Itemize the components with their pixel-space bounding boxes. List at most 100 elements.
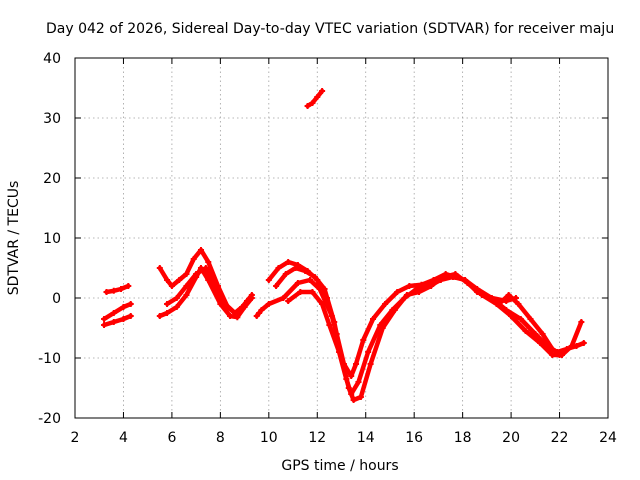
data-point <box>367 361 374 367</box>
data-point <box>273 283 280 289</box>
x-tick-label: 4 <box>119 430 128 446</box>
y-tick-label: 20 <box>43 171 61 187</box>
x-tick-label: 2 <box>71 430 80 446</box>
data-point <box>156 265 163 271</box>
ticks <box>74 57 609 419</box>
x-axis-label: GPS time / hours <box>281 458 398 474</box>
series-track-l <box>305 88 325 109</box>
data-point <box>244 298 251 304</box>
data-point <box>314 94 321 100</box>
data-point <box>164 310 171 316</box>
data-point <box>190 256 197 262</box>
data-point <box>539 331 546 337</box>
data-point <box>307 277 314 283</box>
data-point <box>406 283 413 289</box>
data-point <box>173 304 180 310</box>
chart-title: Day 042 of 2026, Sidereal Day-to-day VTE… <box>46 21 614 37</box>
data-point <box>449 274 456 280</box>
data-point <box>369 316 376 322</box>
data-point <box>275 265 282 271</box>
data-point <box>389 307 396 313</box>
data-point <box>120 316 127 322</box>
data-point <box>343 376 350 382</box>
data-point <box>462 277 469 283</box>
data-point <box>556 352 563 358</box>
data-point <box>331 319 338 325</box>
data-point <box>348 373 355 379</box>
data-point <box>578 319 585 325</box>
series-track-e <box>157 247 255 316</box>
data-point <box>258 307 265 313</box>
data-point <box>110 287 117 294</box>
data-point <box>357 394 364 400</box>
data-point <box>437 277 444 283</box>
data-point <box>549 352 556 358</box>
data-point <box>319 88 326 94</box>
y-tick-labels: -20 -10 0 10 20 30 40 <box>38 51 61 427</box>
data-point <box>164 301 171 307</box>
x-tick-labels: 2 4 6 8 10 12 14 16 18 20 22 24 <box>71 430 617 446</box>
x-tick-label: 22 <box>551 430 569 446</box>
data-point <box>377 322 384 328</box>
series-track-c <box>104 283 131 295</box>
data-point <box>505 292 512 298</box>
data-point <box>101 316 108 322</box>
data-point <box>413 286 420 292</box>
data-point <box>549 346 556 352</box>
data-point <box>353 361 360 367</box>
data-point <box>517 316 524 322</box>
data-point <box>401 295 408 301</box>
data-point <box>285 298 292 304</box>
y-tick-label: 30 <box>43 111 61 127</box>
x-tick-label: 12 <box>308 430 326 446</box>
data-point <box>110 319 117 325</box>
x-tick-label: 8 <box>216 430 225 446</box>
data-point <box>316 286 323 292</box>
data-point <box>127 301 134 307</box>
data-point <box>118 286 125 292</box>
data-point <box>309 289 316 295</box>
data-point <box>495 301 502 307</box>
data-point <box>265 301 272 307</box>
y-tick-label: -10 <box>38 351 61 367</box>
x-tick-label: 20 <box>502 430 520 446</box>
data-point <box>193 271 200 277</box>
data-point <box>265 277 272 283</box>
data-point <box>292 265 299 271</box>
data-point <box>202 265 209 271</box>
data-point <box>236 307 243 313</box>
data-point <box>183 271 190 277</box>
y-tick-label: 40 <box>43 51 61 67</box>
data-point <box>282 271 289 277</box>
y-axis-label: SDTVAR / TECUs <box>6 181 22 296</box>
data-point <box>227 313 234 319</box>
data-point <box>350 397 357 403</box>
y-tick-label: -20 <box>38 411 61 427</box>
data-point <box>127 313 134 319</box>
data-point <box>294 280 301 286</box>
data-point <box>183 283 190 289</box>
data-point <box>568 343 575 349</box>
data-point <box>197 247 204 253</box>
data-point <box>527 316 534 322</box>
data-point <box>537 340 544 346</box>
data-point <box>522 328 529 334</box>
data-point <box>394 289 401 295</box>
data-point <box>222 301 229 307</box>
data-point <box>365 349 372 355</box>
data-point <box>336 349 343 355</box>
x-tick-label: 16 <box>405 430 423 446</box>
data-point <box>248 292 255 298</box>
data-point <box>164 277 171 283</box>
data-point <box>326 322 333 328</box>
x-tick-label: 10 <box>260 430 278 446</box>
data-point <box>110 310 117 316</box>
data-point <box>302 268 309 274</box>
data-point <box>205 259 212 265</box>
data-point <box>234 314 241 321</box>
data-point <box>474 289 481 295</box>
data-point <box>311 274 318 280</box>
data-point <box>309 100 316 106</box>
data-point <box>173 295 180 301</box>
